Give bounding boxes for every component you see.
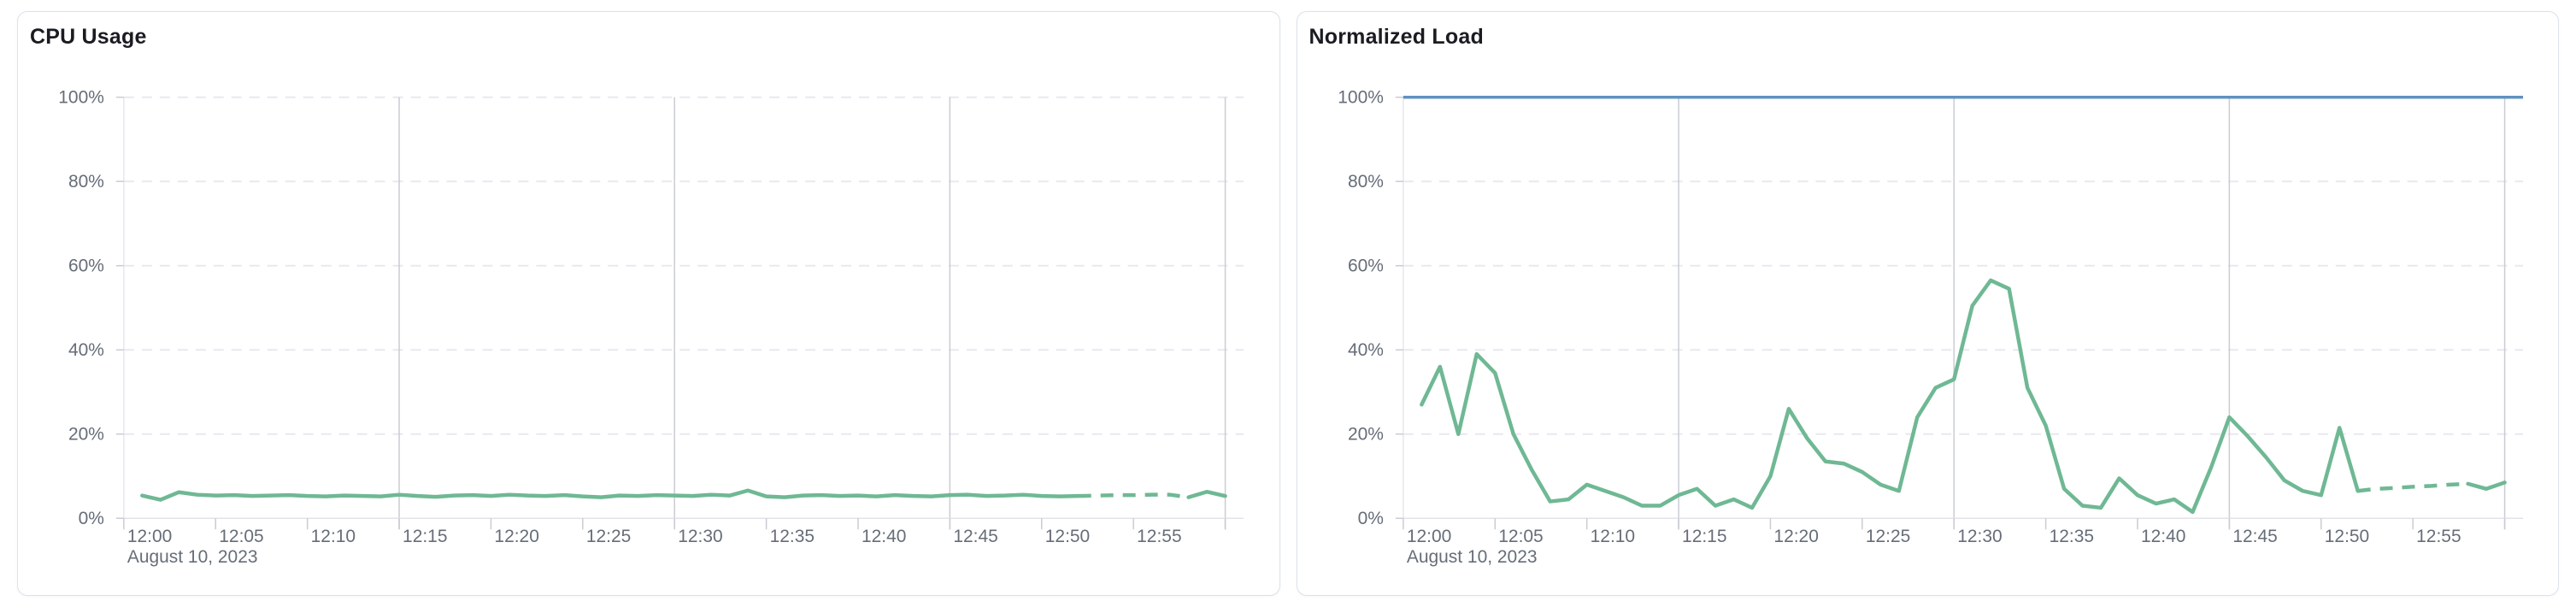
series-line-forecast-dashed: [1078, 492, 1189, 499]
y-tick-label: 20%: [68, 425, 104, 445]
series-line: [2465, 480, 2507, 492]
cpu-usage-card: CPU Usage 12:00 12:05 12:10 12:15 12:20 12:25…: [17, 11, 1280, 596]
x-tick-label: 12:45: [953, 527, 997, 546]
x-tick-label: 12:10: [1590, 527, 1634, 546]
x-tick-label: 12:55: [2416, 527, 2461, 546]
x-tick-label: 12:25: [1865, 527, 1909, 546]
y-tick-label: 40%: [68, 340, 104, 360]
x-tick-label: 12:15: [1682, 527, 1726, 546]
y-tick-label: 60%: [1347, 256, 1383, 276]
x-axis-date-label: August 10, 2023: [127, 547, 258, 567]
x-tick-label: 12:55: [1137, 527, 1181, 546]
x-tick-label: 12:40: [2140, 527, 2185, 546]
chart-title: CPU Usage: [30, 25, 147, 49]
x-tick-label: 12:45: [2232, 527, 2277, 546]
x-tick-label: 12:05: [219, 527, 263, 546]
x-tick-label: 12:00: [127, 527, 172, 546]
y-tick-label: 40%: [1347, 340, 1383, 360]
y-tick-label: 20%: [1347, 425, 1383, 445]
y-tick-label: 60%: [68, 256, 104, 276]
normalized-load-chart[interactable]: 12:00 12:05 12:10 12:15 12:20 12:25 12:30 12:35…: [1297, 12, 2559, 595]
x-tick-label: 12:50: [1045, 527, 1090, 546]
x-tick-label: 12:20: [494, 527, 538, 546]
x-axis-date-label: August 10, 2023: [1406, 547, 1537, 567]
x-tick-label: 12:25: [586, 527, 631, 546]
y-tick-label: 100%: [58, 88, 104, 108]
x-tick-label: 12:35: [2049, 527, 2093, 546]
x-tick-label: 12:30: [678, 527, 722, 546]
x-tick-label: 12:50: [2324, 527, 2368, 546]
x-tick-label: 12:35: [770, 527, 815, 546]
y-tick-label: 80%: [1347, 172, 1383, 192]
series-line-forecast-dashed: [2356, 481, 2468, 493]
series-line: [140, 488, 1080, 502]
x-tick-label: 12:05: [1498, 527, 1543, 546]
x-tick-label: 12:40: [862, 527, 906, 546]
series-line: [1186, 489, 1227, 499]
x-tick-label: 12:10: [311, 527, 356, 546]
y-tick-label: 80%: [68, 172, 104, 192]
series-line: [1419, 278, 2360, 515]
x-tick-label: 12:30: [1957, 527, 2002, 546]
x-tick-label: 12:15: [403, 527, 447, 546]
y-tick-label: 0%: [79, 509, 104, 528]
cpu-usage-chart[interactable]: 12:00 12:05 12:10 12:15 12:20 12:25 12:30 12:35…: [18, 12, 1279, 595]
x-tick-label: 12:20: [1773, 527, 1818, 546]
y-tick-label: 0%: [1357, 509, 1383, 528]
normalized-load-card: Normalized Load 12:00 12:05 12:10 12:15 12:2…: [1296, 11, 2559, 596]
chart-title: Normalized Load: [1309, 25, 1484, 49]
x-tick-label: 12:00: [1406, 527, 1450, 546]
y-tick-label: 100%: [1338, 88, 1384, 108]
